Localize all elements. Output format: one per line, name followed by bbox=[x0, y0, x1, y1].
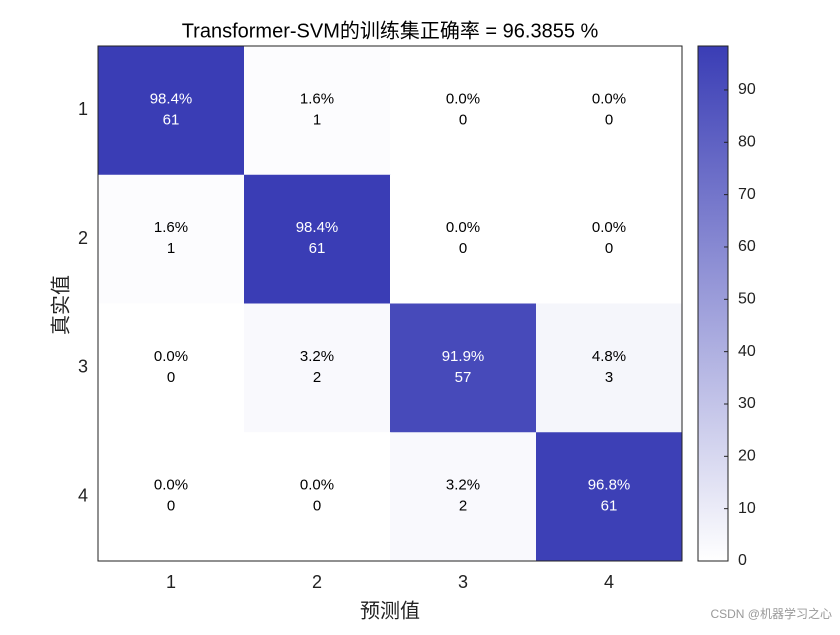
cell-percent-label: 0.0% bbox=[154, 348, 188, 365]
y-tick-label: 3 bbox=[78, 357, 88, 377]
cell-percent-label: 98.4% bbox=[296, 219, 339, 236]
cell-percent-label: 1.6% bbox=[300, 90, 334, 107]
cell-percent-label: 96.8% bbox=[588, 477, 631, 494]
x-axis-label: 预测值 bbox=[360, 599, 420, 623]
heatmap-cell bbox=[536, 303, 683, 433]
x-tick-label: 4 bbox=[604, 572, 614, 592]
cell-count-label: 0 bbox=[167, 369, 175, 386]
heatmap-cell bbox=[244, 46, 391, 176]
cell-percent-label: 0.0% bbox=[592, 219, 626, 236]
cell-count-label: 57 bbox=[455, 369, 472, 386]
watermark: CSDN @机器学习之心 bbox=[710, 606, 832, 621]
cell-count-label: 61 bbox=[163, 111, 180, 128]
chart-title: Transformer-SVM的训练集正确率 = 96.3855 % bbox=[182, 19, 599, 42]
colorbar-tick-label: 90 bbox=[738, 81, 756, 98]
colorbar-tick-label: 80 bbox=[738, 134, 756, 151]
cell-count-label: 0 bbox=[459, 111, 467, 128]
colorbar-tick-label: 20 bbox=[738, 448, 756, 465]
heatmap-cell bbox=[98, 432, 245, 562]
cell-percent-label: 91.9% bbox=[442, 348, 485, 365]
y-axis-label: 真实值 bbox=[49, 275, 73, 335]
heatmap-cell bbox=[390, 174, 537, 304]
cell-count-label: 0 bbox=[459, 240, 467, 257]
cell-count-label: 0 bbox=[313, 498, 321, 515]
y-tick-label: 4 bbox=[78, 485, 88, 505]
cell-count-label: 61 bbox=[309, 240, 326, 257]
y-tick-label: 1 bbox=[78, 99, 88, 119]
heatmap-cell bbox=[390, 303, 537, 433]
cell-percent-label: 1.6% bbox=[154, 219, 188, 236]
cell-count-label: 1 bbox=[167, 240, 175, 257]
cell-count-label: 2 bbox=[459, 498, 467, 515]
cell-percent-label: 3.2% bbox=[446, 477, 480, 494]
cell-percent-label: 3.2% bbox=[300, 348, 334, 365]
cell-percent-label: 0.0% bbox=[300, 477, 334, 494]
cell-count-label: 2 bbox=[313, 369, 321, 386]
cell-percent-label: 0.0% bbox=[154, 477, 188, 494]
colorbar-tick-label: 70 bbox=[738, 186, 756, 203]
cell-percent-label: 0.0% bbox=[592, 90, 626, 107]
x-tick-label: 1 bbox=[166, 572, 176, 592]
cell-percent-label: 98.4% bbox=[150, 90, 193, 107]
y-tick-label: 2 bbox=[78, 228, 88, 248]
cell-percent-label: 4.8% bbox=[592, 348, 626, 365]
heatmap-cell bbox=[390, 46, 537, 176]
colorbar bbox=[697, 45, 729, 562]
heatmap-cell bbox=[536, 432, 683, 562]
cell-count-label: 3 bbox=[605, 369, 613, 386]
cell-count-label: 0 bbox=[605, 240, 613, 257]
x-tick-label: 3 bbox=[458, 572, 468, 592]
cell-percent-label: 0.0% bbox=[446, 219, 480, 236]
heatmap-cell bbox=[244, 303, 391, 433]
cell-count-label: 0 bbox=[167, 498, 175, 515]
cell-count-label: 1 bbox=[313, 111, 321, 128]
colorbar-tick-label: 30 bbox=[738, 395, 756, 412]
colorbar-tick-label: 60 bbox=[738, 238, 756, 255]
heatmap-cell bbox=[244, 432, 391, 562]
heatmap-cell bbox=[98, 303, 245, 433]
heatmap-cell bbox=[536, 46, 683, 176]
cell-percent-label: 0.0% bbox=[446, 90, 480, 107]
colorbar-tick-label: 10 bbox=[738, 500, 756, 517]
x-tick-label: 2 bbox=[312, 572, 322, 592]
plot-border bbox=[97, 45, 683, 562]
colorbar-tick-label: 0 bbox=[738, 552, 747, 569]
heatmap-cell bbox=[98, 174, 245, 304]
cell-count-label: 61 bbox=[601, 498, 618, 515]
heatmap-cell bbox=[98, 46, 245, 176]
cell-count-label: 0 bbox=[605, 111, 613, 128]
colorbar-tick-label: 50 bbox=[738, 291, 756, 308]
heatmap-cell bbox=[390, 432, 537, 562]
colorbar-tick-label: 40 bbox=[738, 343, 756, 360]
heatmap-cell bbox=[244, 174, 391, 304]
heatmap-cell bbox=[536, 174, 683, 304]
